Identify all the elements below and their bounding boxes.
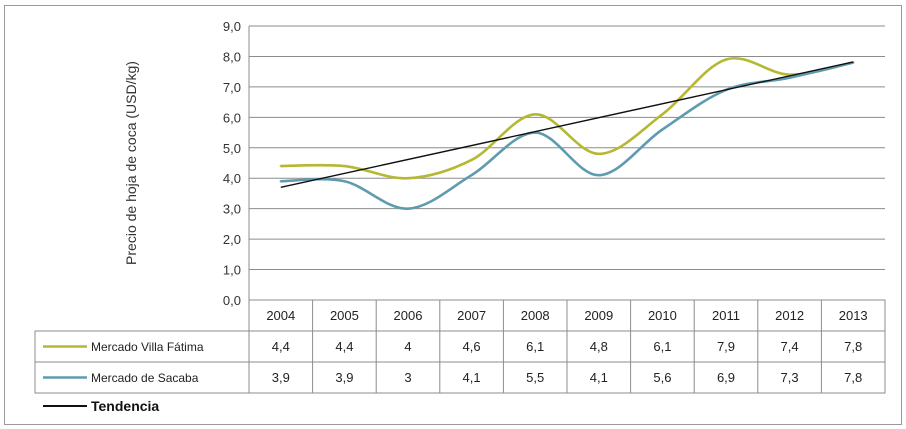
data-point <box>406 177 410 180</box>
data-point <box>724 58 728 61</box>
data-point <box>661 128 664 131</box>
y-tick-label: 0,0 <box>223 293 241 308</box>
data-point <box>661 113 664 116</box>
data-point <box>534 113 537 116</box>
y-tick-label: 1,0 <box>223 263 241 278</box>
data-point <box>597 173 600 177</box>
x-category-label: 2009 <box>584 308 613 323</box>
y-axis-title: Precio de hoja de coca (USD/kg) <box>123 61 139 265</box>
y-tick-label: 7,0 <box>223 80 241 95</box>
x-category-label: 2012 <box>775 308 804 323</box>
row-sacaba-label: Mercado de Sacaba <box>91 371 199 385</box>
data-label: 4,8 <box>590 339 608 354</box>
x-category-label: 2008 <box>521 308 550 323</box>
data-label: 4,4 <box>335 339 353 354</box>
y-tick-label: 9,0 <box>223 19 241 34</box>
data-label: 6,9 <box>717 370 735 385</box>
data-label: 7,8 <box>844 339 862 354</box>
data-point <box>279 180 282 183</box>
y-tick-label: 8,0 <box>223 49 241 64</box>
x-category-label: 2005 <box>330 308 359 323</box>
trend-line <box>280 61 854 189</box>
data-label: 4,1 <box>590 370 608 385</box>
data-point <box>406 207 410 210</box>
data-point <box>470 158 473 162</box>
data-label: 4 <box>404 339 411 354</box>
data-label: 3,9 <box>272 370 290 385</box>
x-category-label: 2006 <box>394 308 423 323</box>
data-point <box>470 173 473 177</box>
data-label: 6,1 <box>526 339 544 354</box>
series-line-villa-fatima <box>280 56 854 180</box>
data-label: 5,6 <box>653 370 671 385</box>
data-label: 7,4 <box>781 339 799 354</box>
data-point <box>343 180 346 183</box>
data-label: 4,4 <box>272 339 290 354</box>
x-category-label: 2010 <box>648 308 677 323</box>
data-label: 3 <box>404 370 411 385</box>
y-tick-label: 4,0 <box>223 171 241 186</box>
series-line-sacaba <box>280 61 854 210</box>
data-label: 3,9 <box>335 370 353 385</box>
data-point <box>597 152 600 156</box>
trend-legend-label: Tendencia <box>91 398 159 414</box>
price-line-chart: 0,0 1,0 2,0 3,0 4,0 5,0 6,0 7,0 8,0 9,0 Precio de … <box>34 19 886 414</box>
y-tick-label: 6,0 <box>223 110 241 125</box>
data-label: 7,8 <box>844 370 862 385</box>
row-villa-fatima-label: Mercado Villa Fátima <box>91 340 204 354</box>
data-point <box>788 76 791 79</box>
data-point <box>279 164 282 168</box>
y-tick-label: 3,0 <box>223 202 241 217</box>
data-label: 4,1 <box>463 370 481 385</box>
data-label: 7,3 <box>781 370 799 385</box>
x-category-label: 2007 <box>457 308 486 323</box>
x-category-label: 2013 <box>839 308 868 323</box>
data-label: 7,9 <box>717 339 735 354</box>
data-point <box>343 164 346 168</box>
data-label: 4,6 <box>463 339 481 354</box>
y-tick-label: 2,0 <box>223 232 241 247</box>
x-category-label: 2011 <box>712 308 740 323</box>
chart-frame: 0,0 1,0 2,0 3,0 4,0 5,0 6,0 7,0 8,0 9,0 Precio de … <box>4 5 902 425</box>
data-label: 6,1 <box>653 339 671 354</box>
x-category-label: 2004 <box>266 308 295 323</box>
y-tick-label: 5,0 <box>223 141 241 156</box>
data-label: 5,5 <box>526 370 544 385</box>
